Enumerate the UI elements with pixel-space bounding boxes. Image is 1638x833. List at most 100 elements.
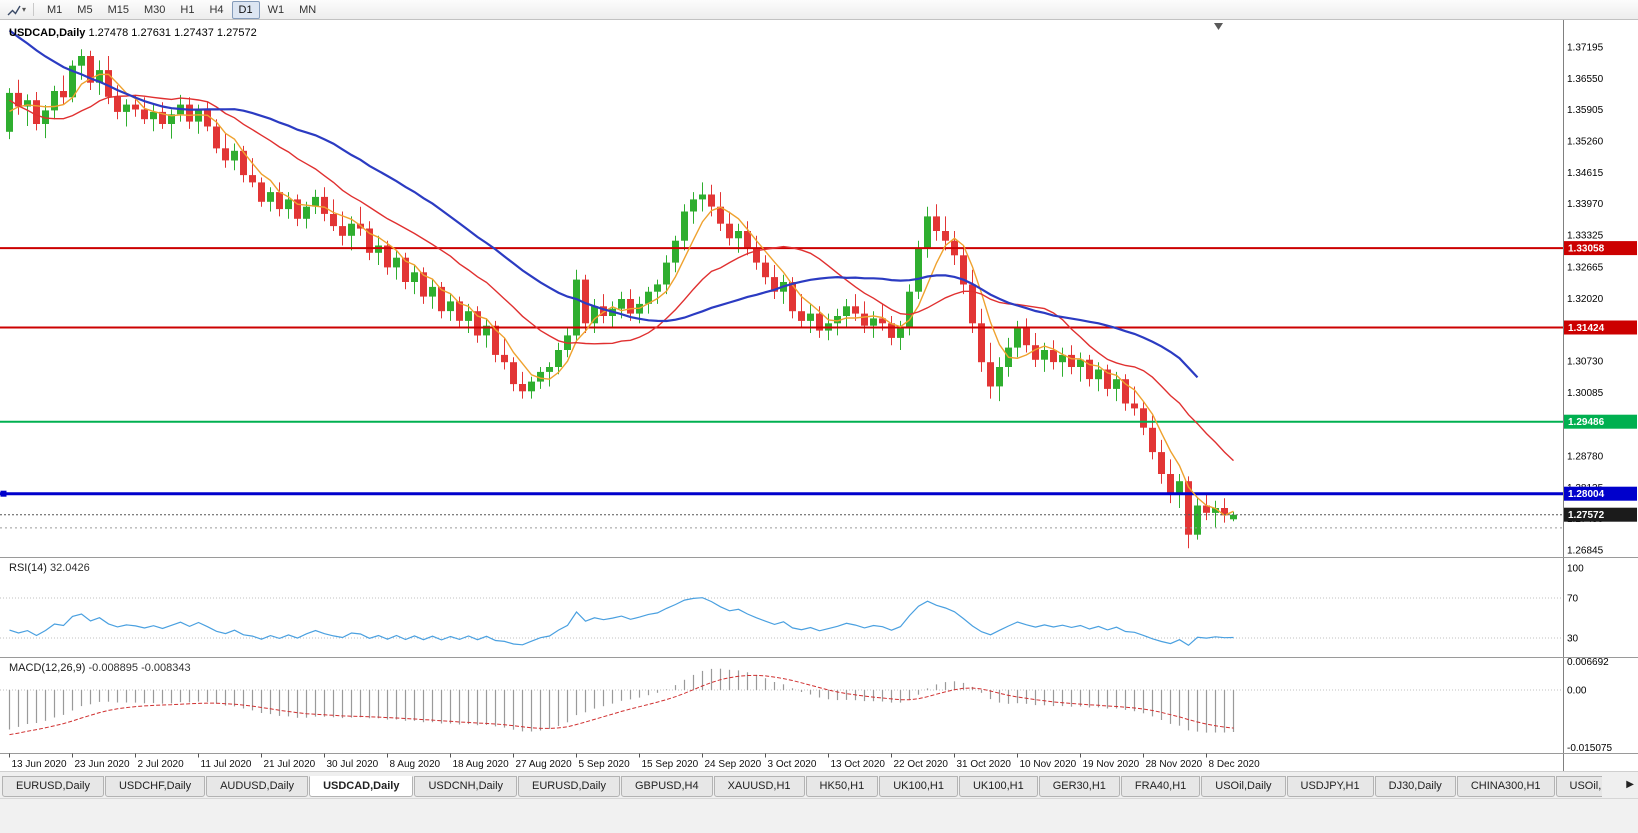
svg-text:1.35905: 1.35905 bbox=[1567, 105, 1604, 116]
macd-panel[interactable] bbox=[0, 668, 1564, 736]
chart-tab-0-eurusd-daily[interactable]: EURUSD,Daily bbox=[2, 776, 104, 797]
price-badge bbox=[1564, 486, 1637, 501]
chevron-down-icon: ▾ bbox=[22, 5, 27, 14]
svg-text:18 Aug 2020: 18 Aug 2020 bbox=[453, 759, 510, 770]
timeframe-button-m5[interactable]: M5 bbox=[77, 3, 93, 16]
chart-ohlc-values: 1.27478 1.27631 1.27437 1.27572 bbox=[88, 27, 257, 39]
fast-ma-line bbox=[9, 73, 1234, 517]
svg-text:0.006692: 0.006692 bbox=[1567, 657, 1609, 668]
svg-text:1.27572: 1.27572 bbox=[1568, 510, 1605, 521]
timeframe-toolbar: ▾ M1 M5 M15 M30 H1 H4 D1 W1 MN bbox=[0, 0, 1638, 20]
chart-area[interactable]: 1.37195 1.36550 1.35905 1.35260 1.34615 1.339… bbox=[0, 20, 1638, 771]
timeframe-button-h1[interactable]: H1 bbox=[180, 3, 195, 16]
chart-tab-bar: EURUSD,Daily USDCHF,Daily AUDUSD,Daily USDC… bbox=[0, 771, 1638, 798]
svg-text:1.33970: 1.33970 bbox=[1567, 199, 1604, 210]
chart-tab-10-uk100-h1[interactable]: UK100,H1 bbox=[958, 776, 1038, 797]
cursor-tool-icon bbox=[7, 5, 21, 15]
svg-text:70: 70 bbox=[1567, 594, 1579, 605]
svg-text:3 Oct 2020: 3 Oct 2020 bbox=[768, 759, 817, 770]
chart-tab-8-hk50-h1[interactable]: HK50,H1 bbox=[805, 776, 879, 797]
svg-text:10 Nov 2020: 10 Nov 2020 bbox=[1020, 759, 1077, 770]
svg-text:1.36550: 1.36550 bbox=[1567, 74, 1604, 85]
chart-tab-4-usdcnh-daily[interactable]: USDCNH,Daily bbox=[414, 776, 518, 797]
svg-text:1.30085: 1.30085 bbox=[1567, 388, 1604, 399]
tab-scroll-right-icon[interactable]: ▶ bbox=[1626, 779, 1634, 790]
chart-tab-6-gbpusd-h4[interactable]: GBPUSD,H4 bbox=[621, 776, 713, 797]
svg-text:1.33325: 1.33325 bbox=[1567, 231, 1604, 242]
svg-text:23 Jun 2020: 23 Jun 2020 bbox=[75, 759, 130, 770]
cursor-tool-button[interactable]: ▾ bbox=[4, 2, 29, 18]
chart-title: USDCAD,Daily 1.27478 1.27631 1.27437 1.2… bbox=[9, 27, 257, 39]
svg-text:30: 30 bbox=[1567, 634, 1579, 645]
svg-text:1.33058: 1.33058 bbox=[1568, 244, 1605, 255]
svg-text:13 Jun 2020: 13 Jun 2020 bbox=[12, 759, 67, 770]
svg-text:1.26845: 1.26845 bbox=[1567, 546, 1604, 557]
chart-tabs: EURUSD,Daily USDCHF,Daily AUDUSD,Daily USDC… bbox=[2, 776, 1602, 798]
svg-text:1.29486: 1.29486 bbox=[1568, 417, 1605, 428]
svg-text:22 Oct 2020: 22 Oct 2020 bbox=[894, 759, 949, 770]
line-drag-handle[interactable] bbox=[0, 490, 7, 497]
timeframe-button-m30[interactable]: M30 bbox=[143, 3, 166, 16]
svg-text:28 Nov 2020: 28 Nov 2020 bbox=[1146, 759, 1203, 770]
price-panel[interactable] bbox=[0, 29, 1564, 549]
svg-text:5 Sep 2020: 5 Sep 2020 bbox=[579, 759, 631, 770]
svg-text:11 Jul 2020: 11 Jul 2020 bbox=[201, 759, 252, 770]
svg-text:1.28780: 1.28780 bbox=[1567, 451, 1604, 462]
price-badge bbox=[1564, 414, 1637, 429]
macd-signal-line bbox=[9, 674, 1234, 736]
timeframe-button-d1[interactable]: D1 bbox=[231, 0, 260, 19]
chart-tab-1-usdchf-daily[interactable]: USDCHF,Daily bbox=[104, 776, 206, 797]
chart-tab-5-eurusd-daily[interactable]: EURUSD,Daily bbox=[518, 776, 620, 797]
svg-text:1.31424: 1.31424 bbox=[1568, 323, 1605, 334]
macd-values: -0.008895 -0.008343 bbox=[88, 662, 191, 674]
timeframe-button-w1[interactable]: W1 bbox=[267, 3, 285, 16]
svg-text:21 Jul 2020: 21 Jul 2020 bbox=[264, 759, 316, 770]
chart-tab-15-dj30-daily[interactable]: DJ30,Daily bbox=[1374, 776, 1456, 797]
svg-text:1.35260: 1.35260 bbox=[1567, 137, 1604, 148]
chart-tab-2-audusd-daily[interactable]: AUDUSD,Daily bbox=[206, 776, 309, 797]
svg-text:1.34615: 1.34615 bbox=[1567, 168, 1604, 179]
price-badge bbox=[1564, 241, 1637, 256]
date-axis: 13 Jun 2020 23 Jun 2020 2 Jul 2020 11 Jul 2… bbox=[9, 753, 1261, 770]
svg-text:1.32020: 1.32020 bbox=[1567, 294, 1604, 305]
chart-tab-7-xauusd-h1[interactable]: XAUUSD,H1 bbox=[713, 776, 805, 797]
chart-tab-16-china300-h1[interactable]: CHINA300,H1 bbox=[1456, 776, 1555, 797]
chart-tab-17-usoil-h1[interactable]: USOil,H1 bbox=[1555, 776, 1602, 797]
rsi-value: 32.0426 bbox=[49, 562, 90, 574]
chart-tab-11-ger30-h1[interactable]: GER30,H1 bbox=[1038, 776, 1120, 797]
chart-tab-12-fra40-h1[interactable]: FRA40,H1 bbox=[1120, 776, 1201, 797]
svg-text:100: 100 bbox=[1567, 564, 1584, 575]
svg-text:1.32665: 1.32665 bbox=[1567, 263, 1604, 274]
timeframe-button-mn[interactable]: MN bbox=[299, 3, 317, 16]
timeframe-buttons: M1 M5 M15 M30 H1 H4 D1 W1 MN bbox=[40, 0, 323, 19]
rsi-name: RSI(14) bbox=[9, 562, 47, 574]
timeframe-button-m15[interactable]: M15 bbox=[107, 3, 129, 16]
right-axis: 1.37195 1.36550 1.35905 1.35260 1.34615 1.339… bbox=[1563, 20, 1637, 771]
price-badge bbox=[1564, 507, 1637, 522]
slow-ma-line bbox=[8, 29, 1199, 379]
timeframe-button-h4[interactable]: H4 bbox=[209, 3, 224, 16]
rsi-indicator-label: RSI(14) 32.0426 bbox=[9, 562, 90, 574]
chart-tab-9-uk100-h1[interactable]: UK100,H1 bbox=[879, 776, 958, 797]
chart-canvas[interactable]: 1.37195 1.36550 1.35905 1.35260 1.34615 1.339… bbox=[0, 20, 1638, 771]
macd-name: MACD(12,26,9) bbox=[9, 662, 86, 674]
svg-text:19 Nov 2020: 19 Nov 2020 bbox=[1083, 759, 1140, 770]
svg-text:8 Aug 2020: 8 Aug 2020 bbox=[390, 759, 441, 770]
chart-tab-3-usdcad-daily[interactable]: USDCAD,Daily bbox=[309, 776, 414, 797]
svg-text:8 Dec 2020: 8 Dec 2020 bbox=[1209, 759, 1261, 770]
chart-background bbox=[0, 20, 1638, 771]
chart-tab-13-usoil-daily[interactable]: USOil,Daily bbox=[1201, 776, 1286, 797]
price-badge bbox=[1564, 320, 1637, 335]
svg-text:1.37195: 1.37195 bbox=[1567, 43, 1604, 54]
svg-text:1.30730: 1.30730 bbox=[1567, 357, 1604, 368]
svg-text:24 Sep 2020: 24 Sep 2020 bbox=[705, 759, 762, 770]
chart-tab-14-usdjpy-h1[interactable]: USDJPY,H1 bbox=[1286, 776, 1374, 797]
svg-text:15 Sep 2020: 15 Sep 2020 bbox=[642, 759, 699, 770]
chart-shift-marker-icon[interactable] bbox=[1214, 23, 1223, 30]
rsi-panel[interactable] bbox=[0, 597, 1564, 647]
svg-text:30 Jul 2020: 30 Jul 2020 bbox=[327, 759, 379, 770]
mid-ma-line bbox=[9, 94, 1234, 462]
timeframe-button-m1[interactable]: M1 bbox=[47, 3, 63, 16]
status-bar bbox=[0, 798, 1638, 833]
